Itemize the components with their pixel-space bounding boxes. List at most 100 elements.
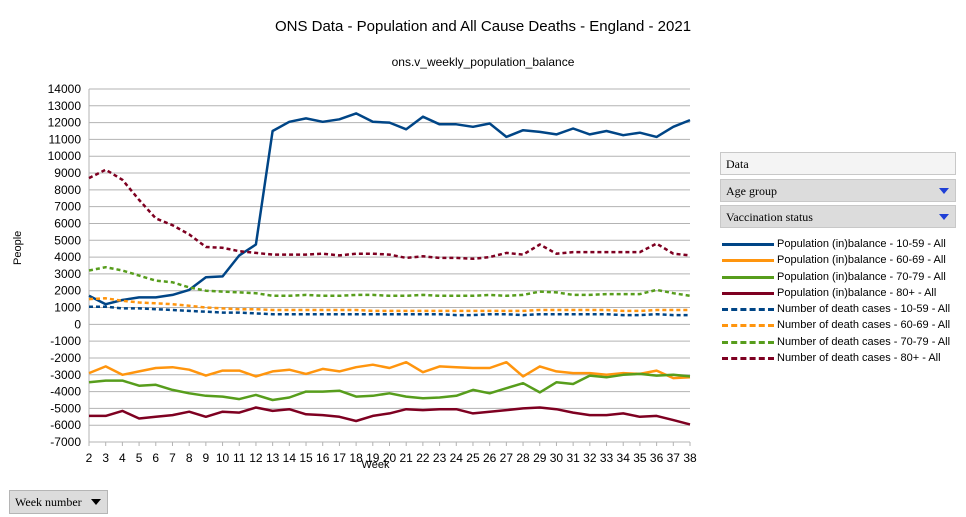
x-tick-label: 14 bbox=[283, 451, 297, 465]
vaccination-status-label: Vaccination status bbox=[726, 210, 813, 224]
legend-label: Number of death cases - 70-79 - All bbox=[777, 335, 951, 348]
y-tick-label: -5000 bbox=[50, 401, 81, 415]
vaccination-status-dropdown[interactable]: Vaccination status bbox=[720, 205, 956, 228]
series-line-2 bbox=[88, 360, 691, 380]
y-tick-label: 14000 bbox=[48, 82, 82, 96]
data-field-button[interactable]: Data bbox=[720, 152, 956, 175]
x-tick-label: 8 bbox=[186, 451, 193, 465]
chevron-down-icon bbox=[939, 188, 949, 194]
legend-item: Number of death cases - 80+ - All bbox=[720, 350, 960, 366]
x-tick-label: 5 bbox=[136, 451, 143, 465]
x-tick-label: 36 bbox=[650, 451, 664, 465]
legend-swatch bbox=[722, 275, 774, 279]
x-tick-label: 24 bbox=[450, 451, 464, 465]
x-tick-label: 26 bbox=[483, 451, 497, 465]
y-tick-label: -6000 bbox=[50, 418, 81, 432]
age-group-dropdown[interactable]: Age group bbox=[720, 179, 956, 202]
y-tick-label: 4000 bbox=[54, 250, 81, 264]
series-line-5 bbox=[89, 305, 690, 317]
x-tick-label: 34 bbox=[617, 451, 631, 465]
series-line-1 bbox=[88, 112, 691, 306]
x-tick-label: 16 bbox=[316, 451, 330, 465]
y-tick-label: 7000 bbox=[54, 200, 81, 214]
legend-label: Number of death cases - 10-59 - All bbox=[777, 303, 951, 316]
series-line-4 bbox=[89, 406, 691, 426]
legend-swatch bbox=[722, 308, 774, 312]
chart-legend: Population (in)balance - 10-59 - All Popu… bbox=[720, 236, 960, 366]
legend-label: Population (in)balance - 60-69 - All bbox=[777, 254, 946, 267]
legend-label: Number of death cases - 60-69 - All bbox=[777, 319, 951, 332]
legend-swatch bbox=[722, 357, 774, 361]
series-line-7 bbox=[88, 265, 691, 298]
x-tick-label: 9 bbox=[203, 451, 210, 465]
axes bbox=[88, 89, 691, 446]
tick-labels: 1400013000120001100010000900080007000600… bbox=[48, 82, 697, 465]
x-tick-label: 38 bbox=[683, 451, 697, 465]
series-line-6 bbox=[88, 297, 690, 313]
x-tick-label: 20 bbox=[383, 451, 397, 465]
x-tick-label: 31 bbox=[566, 451, 580, 465]
legend-swatch bbox=[722, 340, 774, 344]
x-tick-label: 15 bbox=[299, 451, 313, 465]
x-tick-label: 3 bbox=[102, 451, 109, 465]
x-tick-label: 35 bbox=[633, 451, 647, 465]
x-tick-label: 18 bbox=[349, 451, 363, 465]
x-tick-label: 32 bbox=[583, 451, 597, 465]
legend-item: Number of death cases - 70-79 - All bbox=[720, 334, 960, 350]
age-group-label: Age group bbox=[726, 184, 777, 198]
legend-item: Population (in)balance - 80+ - All bbox=[720, 285, 960, 301]
series-lines bbox=[88, 112, 691, 426]
chart-title: ONS Data - Population and All Cause Deat… bbox=[274, 18, 692, 35]
legend-item: Population (in)balance - 10-59 - All bbox=[720, 236, 960, 252]
legend-item: Number of death cases - 10-59 - All bbox=[720, 301, 960, 317]
legend-label: Population (in)balance - 10-59 - All bbox=[777, 238, 946, 250]
series-line-3 bbox=[88, 372, 691, 402]
legend-swatch bbox=[722, 243, 774, 246]
y-tick-label: -3000 bbox=[50, 368, 81, 382]
x-tick-label: 22 bbox=[416, 451, 430, 465]
x-tick-label: 23 bbox=[433, 451, 447, 465]
y-tick-label: 5000 bbox=[54, 233, 81, 247]
series-line-8 bbox=[88, 168, 691, 261]
y-tick-label: 8000 bbox=[54, 183, 81, 197]
x-tick-label: 17 bbox=[333, 451, 347, 465]
y-tick-label: -2000 bbox=[50, 351, 81, 365]
x-tick-label: 13 bbox=[266, 451, 280, 465]
y-tick-label: -1000 bbox=[50, 334, 81, 348]
y-tick-label: 10000 bbox=[48, 149, 82, 163]
x-tick-label: 28 bbox=[516, 451, 530, 465]
y-tick-label: 0 bbox=[74, 317, 81, 331]
y-tick-label: -7000 bbox=[50, 435, 81, 449]
y-tick-label: 3000 bbox=[54, 267, 81, 281]
y-tick-label: 13000 bbox=[48, 99, 82, 113]
x-tick-label: 30 bbox=[550, 451, 564, 465]
x-tick-label: 4 bbox=[119, 451, 126, 465]
week-number-dropdown[interactable]: Week number bbox=[9, 490, 108, 514]
y-tick-label: 11000 bbox=[49, 132, 82, 146]
x-tick-label: 29 bbox=[533, 451, 547, 465]
x-tick-label: 27 bbox=[500, 451, 514, 465]
data-field-label: Data bbox=[726, 157, 749, 171]
legend-item: Population (in)balance - 70-79 - All bbox=[720, 269, 960, 285]
y-tick-label: 2000 bbox=[54, 284, 81, 298]
legend-swatch bbox=[722, 259, 774, 263]
chevron-down-icon bbox=[939, 214, 949, 220]
y-tick-label: 9000 bbox=[54, 166, 81, 180]
x-tick-label: 2 bbox=[86, 451, 93, 465]
x-tick-label: 21 bbox=[400, 451, 414, 465]
x-axis-label: Week bbox=[361, 459, 390, 471]
x-tick-label: 11 bbox=[233, 451, 246, 465]
y-tick-label: 6000 bbox=[54, 216, 81, 230]
legend-label: Population (in)balance - 70-79 - All bbox=[777, 270, 946, 283]
x-tick-label: 6 bbox=[152, 451, 159, 465]
y-tick-label: -4000 bbox=[50, 385, 81, 399]
legend-item: Population (in)balance - 60-69 - All bbox=[720, 252, 960, 268]
x-tick-label: 33 bbox=[600, 451, 614, 465]
chart-subtitle: ons.v_weekly_population_balance bbox=[391, 55, 575, 69]
x-tick-label: 19 bbox=[366, 451, 380, 465]
y-tick-label: 1000 bbox=[54, 301, 81, 315]
legend-swatch bbox=[722, 324, 774, 328]
legend-swatch bbox=[722, 291, 774, 295]
week-number-label: Week number bbox=[15, 495, 82, 509]
